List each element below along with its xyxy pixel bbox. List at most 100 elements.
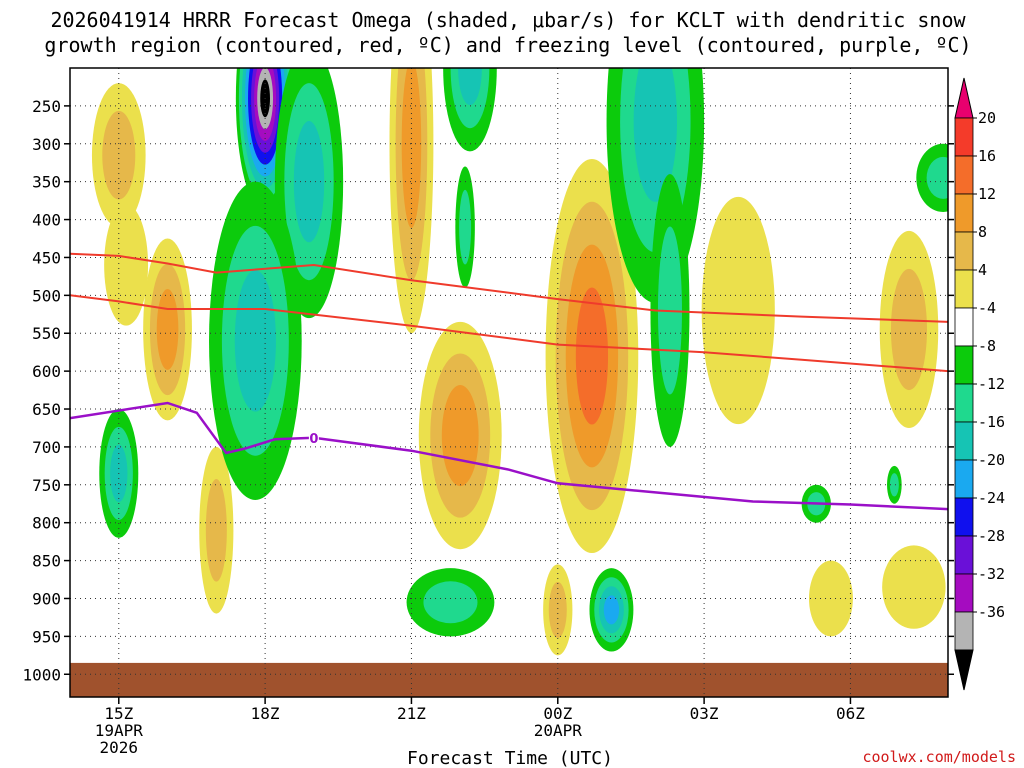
omega-level-8	[205, 478, 227, 582]
colorbar-top-arrow	[954, 77, 974, 119]
colorbar-label-4: 4	[978, 261, 987, 279]
omega-level--8	[423, 581, 478, 624]
colorbar-segment-10	[954, 497, 974, 537]
colorbar-label-1: 16	[978, 147, 996, 165]
colorbar-segment-0	[954, 117, 974, 157]
colorbar-label-5: -4	[978, 299, 996, 317]
omega-level-8	[548, 581, 567, 638]
colorbar-segment-13	[954, 611, 974, 651]
omega-blob-12	[406, 568, 495, 637]
y-tick-label-900: 900	[32, 589, 61, 608]
omega-level-12	[401, 68, 422, 228]
x-tick-label-18Z: 18Z	[251, 704, 280, 723]
colorbar-label-2: 12	[978, 185, 996, 203]
y-tick-label-950: 950	[32, 627, 61, 646]
x-axis-title: Forecast Time (UTC)	[407, 748, 613, 768]
y-tick-label-250: 250	[32, 97, 61, 116]
omega-level-12	[156, 289, 179, 370]
omega-blob-7	[209, 181, 302, 500]
plot-frame	[69, 67, 949, 698]
colorbar-label-12: -32	[978, 565, 1005, 583]
omega-blob-10	[455, 166, 475, 288]
colorbar-label-11: -28	[978, 527, 1005, 545]
colorbar-label-8: -16	[978, 413, 1005, 431]
x-tick-sublabel-15Z-1: 2026	[100, 738, 139, 757]
title-line-1: 2026041914 HRRR Forecast Omega (shaded, …	[50, 8, 966, 32]
temperature-contours: 0	[70, 252, 948, 511]
colorbar-segment-2	[954, 193, 974, 233]
y-tick-label-700: 700	[32, 438, 61, 457]
omega-blob-8	[389, 68, 434, 334]
colorbar-label-7: -12	[978, 375, 1005, 393]
freezing-level-contour	[70, 401, 948, 511]
colorbar-label-13: -36	[978, 603, 1005, 621]
y-axis: 250 300 350 400 450 500 550 600 650 700 750 800 850 9…	[22, 97, 954, 684]
x-tick-sublabel-00Z-0: 20APR	[534, 721, 583, 740]
omega-blob-2	[143, 238, 192, 421]
y-tick-label-850: 850	[32, 552, 61, 571]
y-tick-label-550: 550	[32, 324, 61, 343]
omega-blob-1	[104, 204, 149, 326]
omega-level--12	[633, 68, 678, 202]
y-tick-label-750: 750	[32, 476, 61, 495]
omega-level-12	[441, 385, 479, 487]
colorbar-segment-11	[954, 535, 974, 575]
omega-level--12	[458, 68, 482, 106]
omega-shading	[91, 68, 948, 656]
omega-blob-3	[199, 446, 234, 614]
omega-level--8	[459, 189, 472, 265]
colorbar-segment-7	[954, 383, 974, 423]
y-tick-label-500: 500	[32, 286, 61, 305]
omega-level--16	[603, 595, 620, 625]
ground-layer	[70, 662, 948, 697]
colorbar-segment-3	[954, 231, 974, 271]
colorbar-segment-9	[954, 459, 974, 499]
freezing-level-label: 0	[309, 432, 318, 447]
colorbar-segment-5	[954, 307, 974, 347]
y-tick-label-600: 600	[32, 362, 61, 381]
colorbar-segment-1	[954, 155, 974, 195]
omega-blob-21	[887, 465, 902, 504]
omega-blob-9	[443, 68, 497, 152]
colorbar-label-10: -24	[978, 489, 1005, 507]
title-line-2: growth region (contoured, red, ºC) and f…	[44, 33, 971, 57]
omega-level-16	[575, 287, 609, 425]
colorbar-segment-8	[954, 421, 974, 461]
omega-level-4	[701, 196, 775, 425]
colorbar-segment-4	[954, 269, 974, 309]
omega-blob-22	[879, 230, 939, 428]
colorbar-label-9: -20	[978, 451, 1005, 469]
omega-level-8	[102, 110, 136, 200]
colorbar: 20 16 12 8 4 -4 -8 -12 -16 -20 -24 -28 -32 -36	[954, 77, 1005, 691]
omega-level--8	[889, 473, 899, 497]
y-tick-label-400: 400	[32, 211, 61, 230]
y-tick-label-800: 800	[32, 514, 61, 533]
ground-fill	[70, 662, 948, 697]
x-tick-label-03Z: 03Z	[690, 704, 719, 723]
y-tick-label-650: 650	[32, 400, 61, 419]
chart-title: 2026041914 HRRR Forecast Omega (shaded, …	[44, 8, 971, 57]
omega-blob-23	[882, 545, 946, 629]
omega-blob-18	[701, 196, 775, 425]
omega-level--12	[293, 121, 325, 243]
omega-blob-14	[543, 564, 573, 656]
dgz-bottom-contour	[70, 294, 948, 373]
omega-level-8	[890, 268, 927, 391]
x-tick-sublabel-15Z-0: 19APR	[95, 721, 144, 740]
omega-level-4	[882, 545, 946, 629]
dgz-top-contour	[70, 252, 948, 323]
colorbar-label-6: -8	[978, 337, 996, 355]
colorbar-label-0: 20	[978, 109, 996, 127]
colorbar-segment-6	[954, 345, 974, 385]
x-tick-label-00Z: 00Z	[543, 704, 572, 723]
colorbar-segment-12	[954, 573, 974, 613]
omega-level--12	[234, 270, 276, 412]
freezing-label-bg	[308, 429, 319, 444]
colorbar-bottom-arrow	[954, 649, 974, 691]
omega-level--8	[926, 156, 948, 199]
y-tick-label-350: 350	[32, 173, 61, 192]
omega-blob-11	[418, 321, 502, 550]
x-tick-label-15Z: 15Z	[104, 704, 133, 723]
y-tick-label-300: 300	[32, 135, 61, 154]
